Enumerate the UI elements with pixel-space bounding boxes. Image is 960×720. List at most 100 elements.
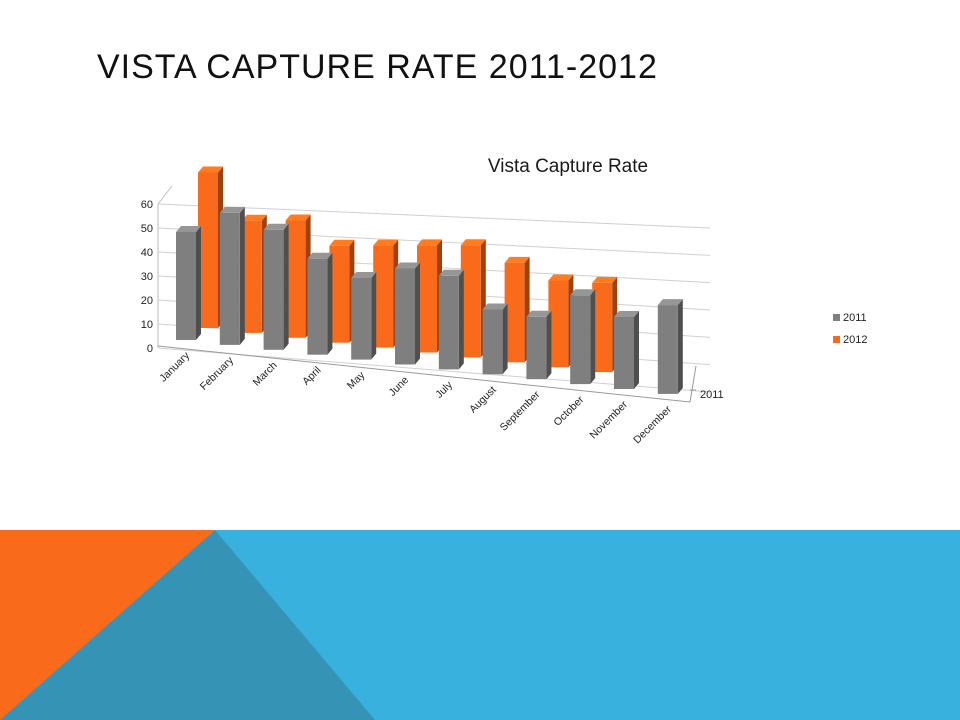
bar-2012-january-top: [198, 166, 223, 173]
y-tick-label: 60: [141, 199, 153, 211]
x-tick-label: June: [387, 374, 412, 399]
bar-2011-may: [351, 272, 377, 360]
bar-2011-august-front: [482, 309, 503, 375]
bar-2012-august-top: [504, 256, 530, 263]
bar-2012-october-front: [592, 282, 613, 373]
bar-2011-october-side: [590, 289, 596, 385]
x-tick-label: July: [433, 379, 455, 401]
bar-2012-february-front: [241, 220, 262, 333]
bar-2011-november-top: [614, 311, 639, 317]
bar-2011-december: [657, 299, 683, 394]
bar-2011-may-side: [371, 272, 377, 360]
x-tick-label: May: [345, 369, 368, 392]
bar-2012-april-front: [329, 245, 350, 343]
bar-2011-october: [570, 289, 596, 385]
bar-2011-february-top: [219, 206, 245, 213]
bar-2012-february: [241, 214, 267, 333]
bar-2011-november-front: [614, 317, 634, 389]
y-axis: 0 10 20 30 40 50 60: [141, 199, 153, 355]
bar-2012-january-front: [198, 172, 218, 328]
y-tick-label: 10: [141, 319, 153, 331]
bar-2011-august-side: [502, 303, 508, 375]
legend-label-2012: 2012: [843, 334, 867, 346]
y-tick-label: 0: [147, 343, 153, 355]
bar-2012-august-front: [504, 262, 525, 363]
bar-2012-august: [504, 256, 530, 363]
bar-2011-august-top: [482, 303, 508, 310]
x-tick-label: September: [498, 388, 543, 433]
bar-2011-september-front: [526, 316, 547, 380]
bar-2011-may-front: [351, 278, 372, 360]
bar-2011-january: [176, 226, 201, 340]
bar-2011-may-top: [351, 272, 377, 278]
bar-2011-february-front: [219, 212, 240, 345]
bar-2011-january-top: [176, 226, 201, 232]
x-tick-label: November: [587, 398, 630, 441]
bar-2012-june-front: [417, 245, 437, 353]
bar-2012-may-top: [373, 239, 399, 246]
bar-2012-october-top: [592, 276, 618, 283]
chart-title: Vista Capture Rate: [488, 156, 648, 177]
x-axis-line: [157, 345, 691, 403]
bar-2012-september-front: [548, 280, 569, 368]
bar-2011-july-top: [438, 269, 464, 276]
bar-2012-april-top: [329, 239, 355, 246]
bar-2011-september-side: [546, 310, 552, 380]
wall-edge: [157, 185, 173, 205]
bar-2011-april-front: [307, 258, 328, 355]
legend-swatch-2011: [833, 314, 840, 321]
x-tick-label: August: [467, 384, 499, 416]
bar-2012-march-top: [285, 214, 311, 221]
legend-label-2011: 2011: [843, 312, 867, 324]
x-tick-label: January: [157, 349, 192, 384]
bar-2012-july-front: [460, 245, 481, 358]
depth-axis-line: [689, 365, 697, 403]
bar-2011-december-side: [677, 299, 683, 394]
bar-2011-april-top: [307, 252, 333, 259]
bar-2012-february-top: [241, 214, 267, 221]
gridline: [157, 203, 711, 229]
bar-2011-january-side: [196, 226, 201, 340]
bar-2011-march-front: [263, 229, 284, 350]
x-tick-label: October: [551, 393, 586, 428]
bar-2011-november-side: [634, 311, 639, 389]
y-tick-label: 40: [141, 247, 153, 259]
bar-2011-september: [526, 310, 552, 380]
bar-2012-march-front: [285, 220, 306, 338]
y-tick-label: 20: [141, 295, 153, 307]
y-tick-label: 30: [141, 271, 153, 283]
bar-2011-february: [219, 206, 245, 345]
bar-2012-january: [198, 166, 223, 328]
bar-2011-december-top: [657, 299, 683, 306]
bar-2011-march-top: [263, 223, 289, 230]
bar-2011-september-top: [526, 310, 552, 317]
bar-2011-march-side: [283, 223, 289, 350]
bar-2012-june: [417, 239, 442, 353]
bar-2011-april-side: [327, 252, 333, 355]
bar-2011-november: [614, 311, 639, 389]
x-tick-label: April: [300, 364, 323, 387]
bar-2011-june-side: [415, 262, 420, 365]
bar-2011-june-front: [395, 268, 415, 365]
bar-2011-june: [395, 262, 420, 365]
x-tick-label: March: [251, 359, 280, 388]
legend: 2011 2012: [833, 312, 867, 346]
bar-2011-october-front: [570, 295, 591, 385]
bar-2011-march: [263, 223, 289, 350]
bar-2011-february-side: [239, 206, 245, 345]
bar-2011-january-front: [176, 232, 196, 340]
bar-2011-july-front: [438, 275, 459, 370]
bar-2011-july-side: [458, 269, 464, 370]
bar-2012-july-top: [460, 239, 486, 246]
x-tick-label: December: [631, 403, 674, 446]
slide-title: VISTA CAPTURE RATE 2011-2012: [97, 48, 658, 86]
bar-2011-august: [482, 303, 508, 375]
bar-2012-april: [329, 239, 355, 343]
bar-2012-july: [460, 239, 486, 358]
depth-axis-label: 2011: [700, 389, 724, 401]
bar-2011-july: [438, 269, 464, 370]
bar-2012-september-top: [548, 274, 574, 281]
bar-2012-september: [548, 274, 574, 368]
bars: [176, 166, 683, 394]
y-tick-label: 50: [141, 223, 153, 235]
